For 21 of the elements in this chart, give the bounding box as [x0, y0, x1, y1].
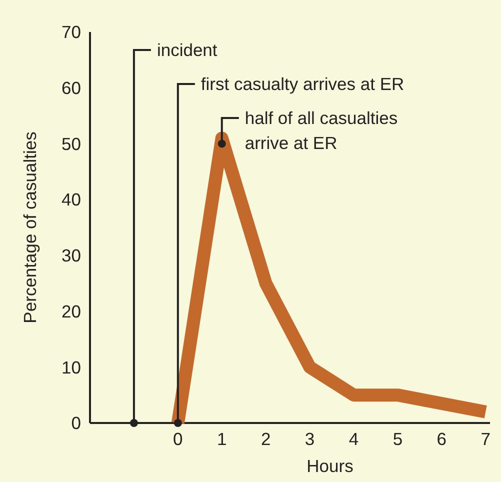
x-tick-label: 6 [436, 429, 447, 449]
y-tick-label: 0 [71, 413, 82, 434]
annotation: incident [156, 40, 218, 60]
y-tick-label: 50 [62, 134, 82, 154]
y-tick-label: 70 [62, 22, 82, 42]
x-tick-label: 2 [260, 429, 271, 449]
annotation: half of all casualties arrive at ER [244, 108, 398, 153]
y-tick-label: 30 [62, 246, 82, 266]
x-tick-label: 7 [480, 429, 490, 449]
y-tick-label: 20 [62, 301, 82, 322]
x-tick-label: 3 [304, 429, 315, 449]
x-tick-label: 4 [348, 429, 359, 449]
x-tick-label: 1 [217, 429, 227, 449]
x-tick-label: 0 [173, 429, 184, 449]
x-tick-label: 5 [392, 429, 403, 449]
y-tick-label: 10 [62, 357, 82, 378]
annotation: first casualty arrives at ER [200, 74, 404, 94]
y-tick-label: 40 [62, 190, 82, 210]
y-tick-label: 60 [62, 78, 82, 98]
y-axis-title: Percentage of casualties [20, 131, 40, 324]
x-axis-title: Hours [306, 456, 354, 476]
